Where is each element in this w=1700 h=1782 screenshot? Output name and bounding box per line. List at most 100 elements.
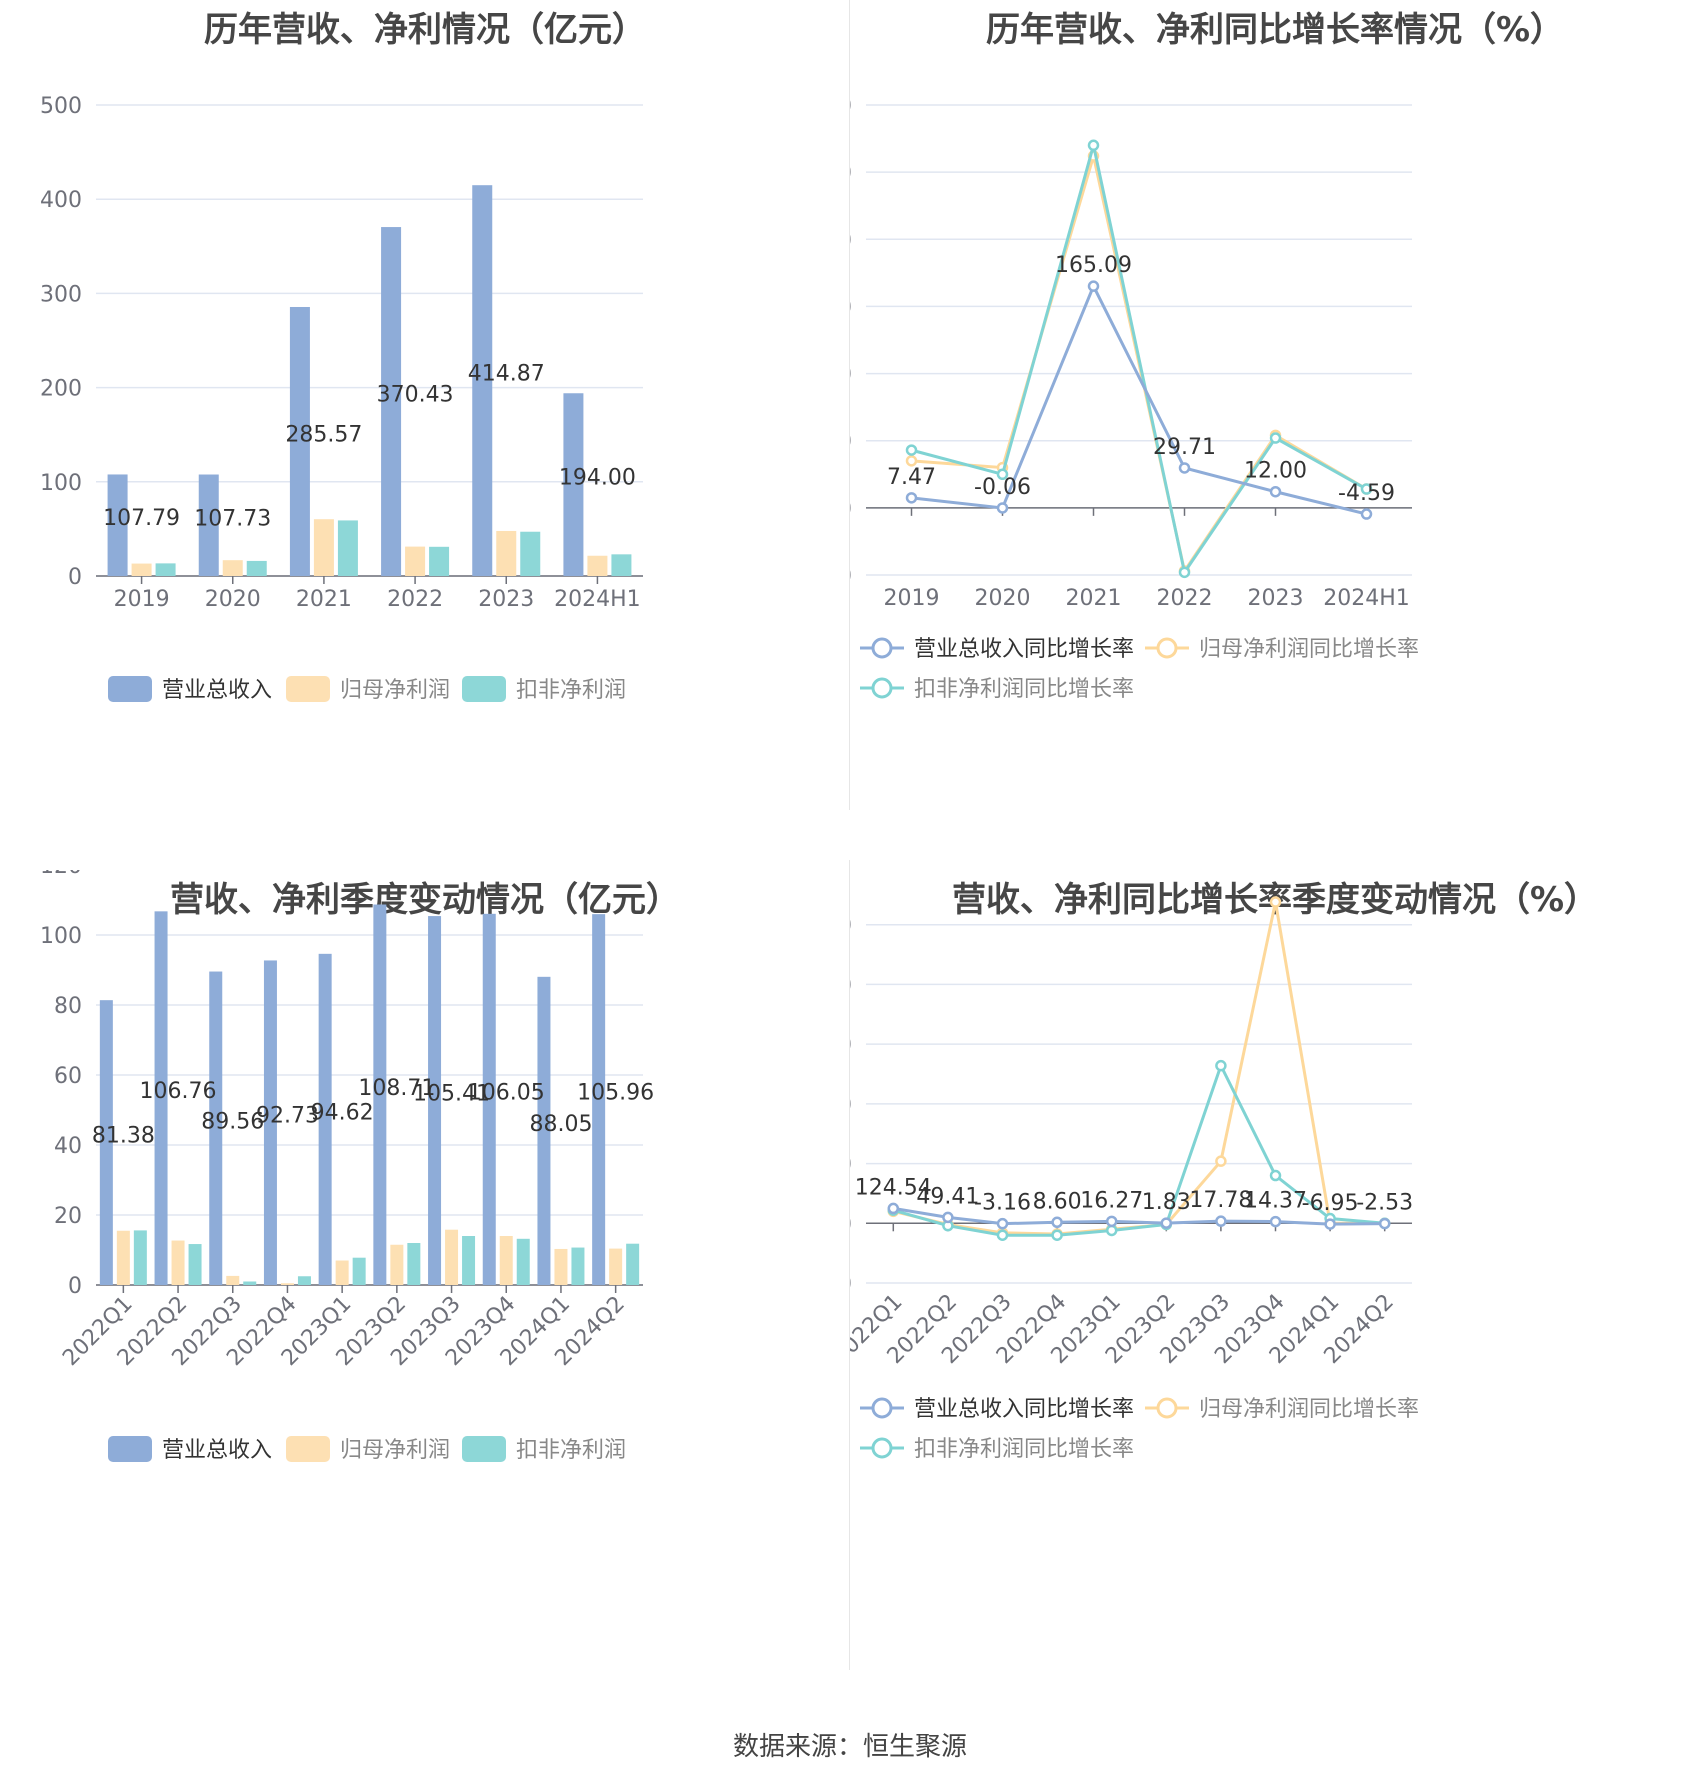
data-point [1105,1215,1118,1228]
data-label: -2.53 [1356,1191,1413,1216]
data-label: 1.83 [1142,1190,1191,1215]
legend-label: 归母净利润同比增长率 [1199,1397,1419,1422]
bar [198,474,219,576]
data-label: 414.87 [468,362,545,387]
bar [116,1230,130,1285]
y-tick-label: 20 [54,1204,82,1229]
data-label: 14.37 [1244,1189,1307,1214]
y-tick-label: 250 [850,161,852,186]
quarterly-amount-chart: 0204060801001202022Q12022Q22022Q32022Q42… [40,870,654,1463]
legend-label: 营业总收入 [162,678,272,703]
series-line [911,144,1368,577]
y-tick-label: 60 [54,1064,82,1089]
series-line [892,1061,1385,1237]
legend-marker [871,1397,893,1419]
annual-amount-chart: 0 100 200 300 400 500 2019 2020 2021 2022 2023 2024… [40,94,643,703]
bar [352,1257,366,1285]
y-tick-label: 0 [68,565,82,590]
x-tick-label: 2022 [1157,586,1213,611]
bar [313,519,334,576]
bar [429,546,450,576]
data-label: 107.79 [103,506,180,531]
data-label: 7.47 [887,465,936,490]
y-tick-label: 0 [850,497,852,522]
bar [571,1247,585,1285]
bar [131,563,152,576]
legend-label: 扣非净利润同比增长率 [914,677,1134,702]
legend-marker [871,637,893,659]
data-label: 107.73 [194,506,271,531]
bar [246,560,267,576]
quarterly-growth-chart: -50005001,0001,5002,0002,5003,0002022Q12… [850,870,1419,1462]
y-tick-label: 100 [40,924,82,949]
data-label: 124.54 [855,1175,932,1200]
panel-divider [849,860,850,1670]
y-tick-label: 1,000 [850,1093,852,1118]
data-label: -3.16 [974,1191,1031,1216]
series-line [893,1206,1385,1226]
data-label: 92.73 [256,1104,319,1129]
legend-label: 营业总收入同比增长率 [914,1397,1134,1422]
data-point [1269,1215,1282,1228]
bar [318,953,332,1285]
bar [554,1248,568,1285]
bar [390,1244,404,1285]
legend-label: 营业总收入 [162,1438,272,1463]
legend-label: 归母净利润 [340,1438,450,1463]
data-point [996,468,1009,481]
bar [280,1283,294,1285]
legend-marker [871,1437,893,1459]
bar [462,1236,476,1285]
data-point [996,1229,1009,1241]
data-point [1215,1215,1227,1227]
data-label: 285.57 [285,422,362,447]
legend-swatch [108,676,152,702]
bar [445,1229,459,1285]
y-tick-label: 120 [40,870,82,879]
data-label: 17.78 [1189,1188,1252,1213]
y-tick-label: 2,500 [850,914,852,939]
legend-marker [1156,637,1178,659]
x-tick-label: 2022 [387,587,443,612]
data-label: 16.27 [1080,1188,1143,1213]
annual-amount-chart-panel: 历年营收、净利情况（亿元） 0 100 200 300 400 500 2019 2020 20… [0,0,850,870]
data-label: 194.00 [559,466,636,491]
y-tick-label: 0 [850,1212,852,1237]
data-point [1160,1217,1173,1229]
x-tick-label: 2020 [205,587,261,612]
x-tick-label: 2023 [478,587,534,612]
bar [133,1230,147,1285]
data-label: 88.05 [529,1112,592,1137]
bar [563,393,584,576]
bar [516,1238,530,1285]
bar [405,546,426,576]
legend-swatch [286,676,330,702]
data-point [1105,1224,1118,1237]
data-label: 108.71 [358,1076,435,1101]
data-point [1360,508,1373,520]
bar [499,1236,513,1285]
legend-swatch [462,1436,506,1462]
y-tick-label: 400 [40,188,82,213]
bar [99,1000,113,1285]
bar [472,185,493,577]
data-point [1324,1218,1336,1230]
bar [335,1260,349,1285]
data-point [1178,566,1191,579]
data-point [905,492,918,504]
data-point [1215,1059,1227,1072]
y-tick-label: 150 [850,295,852,320]
legend-label: 扣非净利润 [516,1438,626,1463]
legend-marker [1156,1397,1178,1419]
data-label: 106.05 [468,1080,545,1105]
data-label: -0.06 [974,475,1031,500]
bar [592,914,606,1285]
x-tick-label: 2020 [975,586,1031,611]
x-tick-label: 2024H1 [1323,586,1410,611]
data-point [1269,485,1282,498]
quarterly-amount-chart-panel: 营收、净利季度变动情况（亿元） 0204060801001202022Q1202… [0,870,850,1740]
y-tick-label: 300 [40,282,82,307]
y-tick-label: 40 [54,1134,82,1159]
x-tick-label: 2023 [1248,586,1304,611]
data-point [1051,1216,1063,1229]
